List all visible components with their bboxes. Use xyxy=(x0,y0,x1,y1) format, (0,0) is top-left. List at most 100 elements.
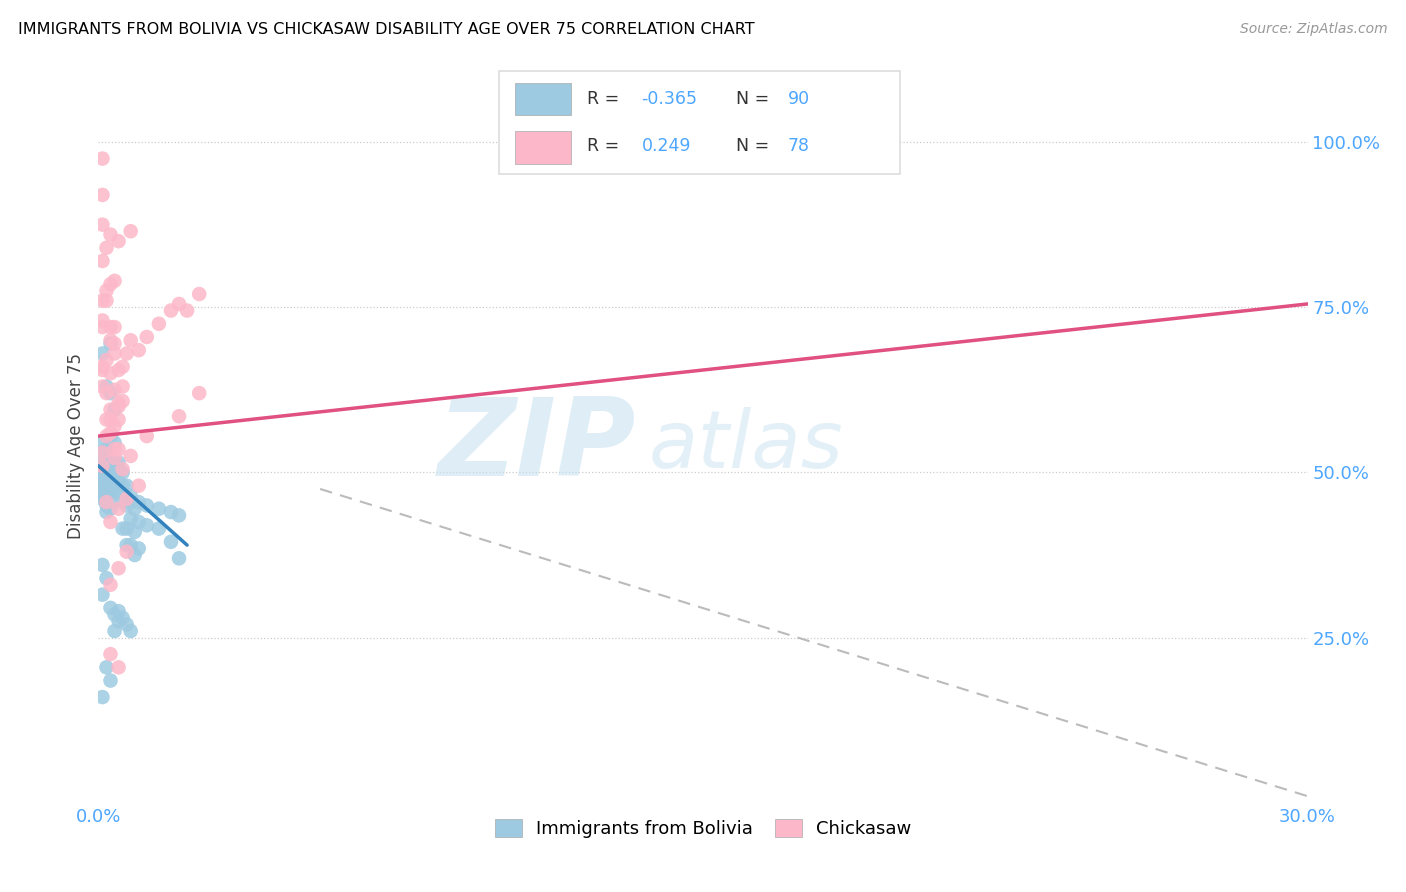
Point xyxy=(100,336,122,351)
Point xyxy=(91,254,114,268)
Point xyxy=(188,287,211,301)
Point xyxy=(124,524,146,539)
Point xyxy=(100,482,122,496)
Point xyxy=(100,425,122,440)
Text: IMMIGRANTS FROM BOLIVIA VS CHICKASAW DISABILITY AGE OVER 75 CORRELATION CHART: IMMIGRANTS FROM BOLIVIA VS CHICKASAW DIS… xyxy=(18,22,755,37)
Point xyxy=(135,518,157,533)
Point xyxy=(115,499,138,513)
Point xyxy=(128,478,150,492)
Point xyxy=(91,152,114,166)
Text: atlas: atlas xyxy=(648,407,844,485)
Point xyxy=(91,456,114,470)
Point xyxy=(120,224,142,238)
Point xyxy=(96,491,118,506)
Point xyxy=(91,445,114,459)
Point xyxy=(115,538,138,552)
Point xyxy=(160,505,183,519)
Point xyxy=(115,522,138,536)
Point xyxy=(167,409,190,424)
Point xyxy=(96,449,118,463)
Point xyxy=(107,400,129,414)
Point xyxy=(148,317,170,331)
Point xyxy=(103,456,125,470)
Point xyxy=(100,333,122,347)
Point xyxy=(100,456,122,470)
Point xyxy=(91,346,114,360)
Point xyxy=(103,485,125,500)
Point xyxy=(115,617,138,632)
Point xyxy=(103,336,125,351)
Point xyxy=(111,462,134,476)
Point xyxy=(120,538,142,552)
Point xyxy=(128,495,150,509)
Point xyxy=(100,468,122,483)
Point xyxy=(176,303,198,318)
Point xyxy=(167,297,190,311)
Point xyxy=(103,442,125,457)
Point xyxy=(100,485,122,500)
Point xyxy=(103,478,125,492)
Point xyxy=(115,545,138,559)
Point xyxy=(111,522,134,536)
Point xyxy=(135,330,157,344)
Point xyxy=(91,379,114,393)
Point xyxy=(103,274,125,288)
Point xyxy=(100,449,122,463)
Point xyxy=(103,475,125,490)
Point xyxy=(91,558,114,572)
Point xyxy=(96,429,118,443)
Point xyxy=(100,466,122,480)
Text: -0.365: -0.365 xyxy=(641,90,697,108)
Text: ZIP: ZIP xyxy=(439,393,637,499)
Point xyxy=(100,277,122,292)
Point xyxy=(107,234,129,248)
Point xyxy=(167,508,190,523)
Point xyxy=(96,478,118,492)
Point xyxy=(111,611,134,625)
Point xyxy=(91,359,114,374)
Point xyxy=(100,472,122,486)
Point xyxy=(103,346,125,360)
Point xyxy=(96,505,118,519)
Point xyxy=(120,489,142,503)
Point xyxy=(107,442,129,457)
Point xyxy=(100,647,122,661)
Text: Source: ZipAtlas.com: Source: ZipAtlas.com xyxy=(1240,22,1388,37)
Point xyxy=(96,495,118,509)
Point xyxy=(96,489,118,503)
Point xyxy=(107,501,129,516)
Point xyxy=(103,458,125,473)
Point xyxy=(96,466,118,480)
Point xyxy=(111,379,134,393)
Point xyxy=(111,495,134,509)
Point xyxy=(103,466,125,480)
Text: 90: 90 xyxy=(787,90,810,108)
Point xyxy=(128,515,150,529)
Point xyxy=(100,458,122,473)
Point xyxy=(115,478,138,492)
Point xyxy=(96,499,118,513)
Point xyxy=(91,320,114,334)
Point xyxy=(120,624,142,638)
Point xyxy=(91,363,114,377)
Point xyxy=(91,449,114,463)
Point xyxy=(103,624,125,638)
FancyBboxPatch shape xyxy=(515,131,571,163)
Text: 78: 78 xyxy=(787,137,810,155)
Point xyxy=(103,402,125,417)
Point xyxy=(91,466,114,480)
Point xyxy=(91,468,114,483)
Point xyxy=(91,293,114,308)
Point xyxy=(103,320,125,334)
Point xyxy=(128,541,150,556)
Point xyxy=(96,353,118,368)
Point xyxy=(91,462,114,476)
Point xyxy=(91,435,114,450)
Point xyxy=(148,501,170,516)
Point xyxy=(100,402,122,417)
Point xyxy=(120,449,142,463)
Point xyxy=(120,511,142,525)
Point xyxy=(107,456,129,470)
Point xyxy=(96,571,118,585)
Point xyxy=(91,475,114,490)
